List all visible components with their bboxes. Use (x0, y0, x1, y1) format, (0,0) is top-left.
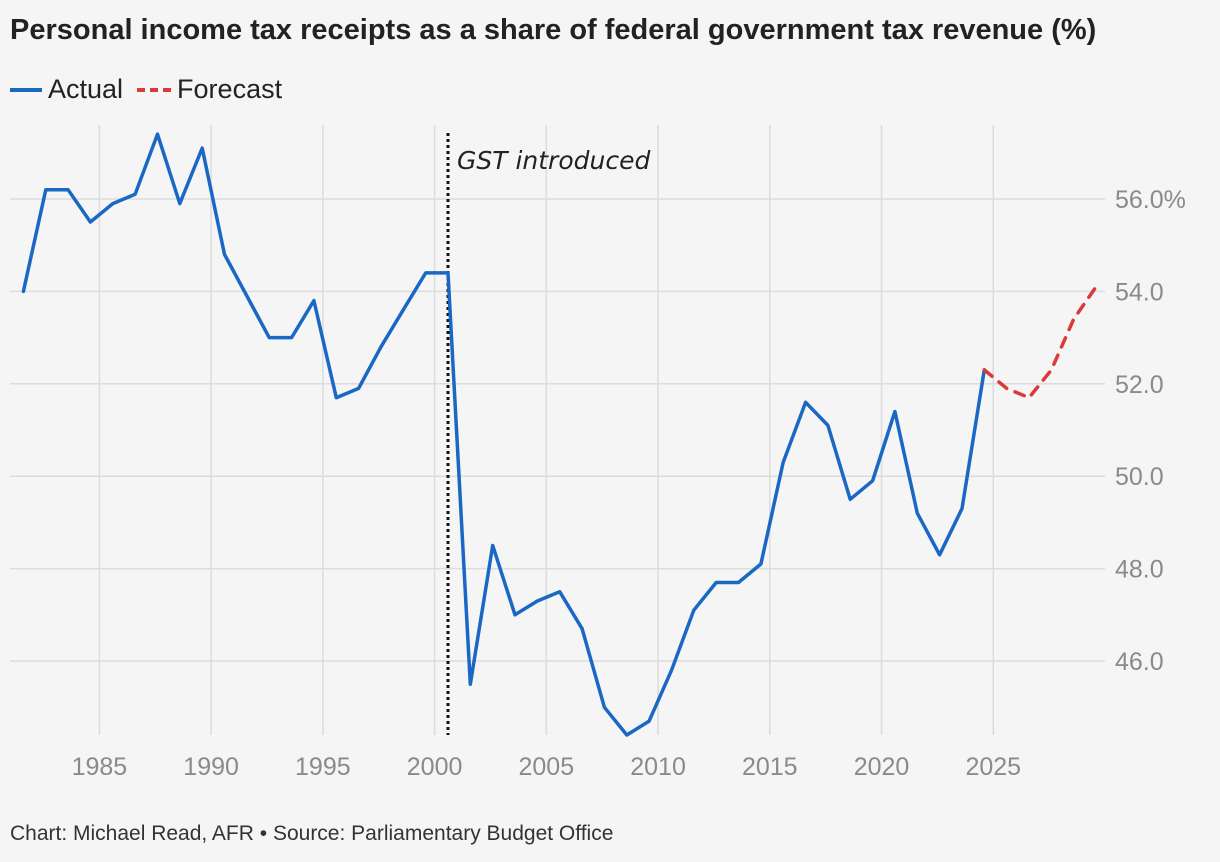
legend-swatch-forecast (137, 87, 172, 92)
x-tick-label: 2000 (407, 753, 463, 781)
y-tick-label: 56.0% (1115, 186, 1186, 214)
legend-item-forecast: Forecast (137, 74, 282, 105)
legend-label-forecast: Forecast (177, 74, 283, 104)
chart-legend: Actual Forecast (10, 74, 282, 105)
x-gridlines (98, 125, 995, 735)
chart-source: Chart: Michael Read, AFR • Source: Parli… (10, 822, 614, 845)
annotation-layer: GST introduced (446, 133, 650, 735)
y-tick-label: 52.0 (1115, 371, 1164, 399)
x-tick-label: 1990 (183, 753, 239, 781)
legend-item-actual: Actual (10, 74, 123, 105)
x-tick-labels: 1985 1990 1995 2000 2005 2010 2015 2020 2025 (72, 753, 1022, 781)
chart-title: Personal income tax receipts as a share … (10, 14, 1097, 46)
x-tick-label: 1995 (295, 753, 351, 781)
y-gridlines (10, 198, 1105, 662)
x-tick-label: 2025 (965, 753, 1021, 781)
series-layer (21, 132, 1098, 737)
x-tick-label: 2010 (630, 753, 686, 781)
y-tick-label: 50.0 (1115, 463, 1164, 491)
y-tick-label: 46.0 (1115, 648, 1164, 676)
y-tick-label: 48.0 (1115, 556, 1164, 584)
legend-label-actual: Actual (48, 74, 124, 104)
x-tick-label: 2020 (854, 753, 910, 781)
x-tick-label: 2005 (519, 753, 575, 781)
y-tick-labels: 46.0 48.0 50.0 52.0 54.0 56.0% (1115, 186, 1186, 676)
x-tick-label: 2015 (742, 753, 798, 781)
gst-annotation-label: GST introduced (457, 146, 650, 175)
x-tick-label: 1985 (72, 753, 128, 781)
y-tick-label: 54.0 (1115, 278, 1164, 306)
series-line-forecast (982, 284, 1098, 400)
series-line-actual (21, 132, 987, 737)
legend-swatch-actual (10, 87, 42, 92)
